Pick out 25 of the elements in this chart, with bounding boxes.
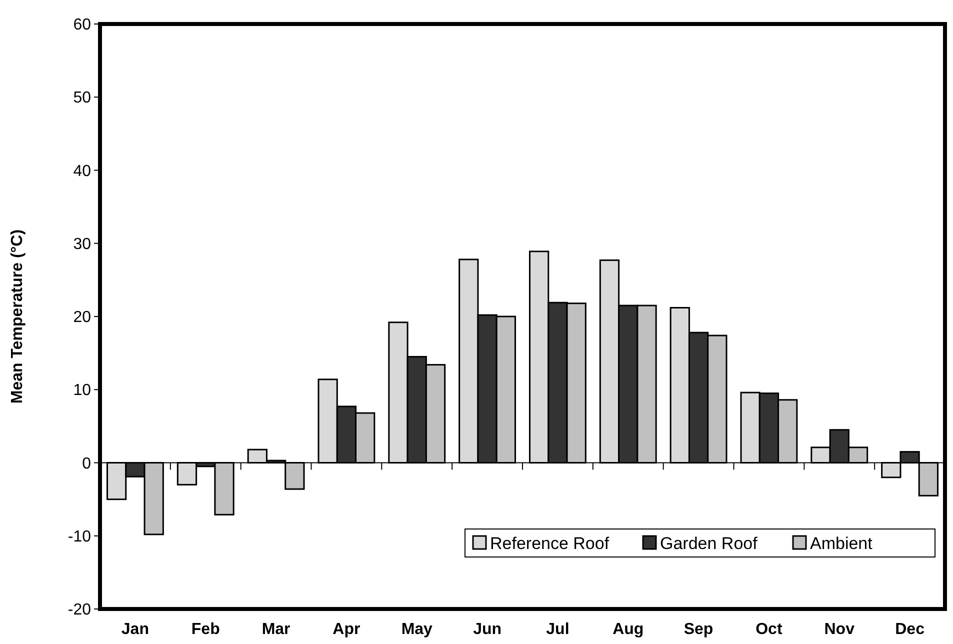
x-tick-label: Mar (262, 621, 290, 638)
y-axis-title: Mean Temperature (°C) (9, 229, 26, 404)
x-tick-label: Aug (612, 621, 644, 638)
x-tick-label: Jul (546, 621, 570, 638)
y-tick-label: 10 (73, 382, 92, 400)
y-tick-label: 0 (82, 455, 92, 472)
y-tick-label: 20 (73, 309, 92, 326)
x-tick-label: Dec (895, 621, 925, 638)
x-tick-label: Nov (824, 621, 855, 638)
y-tick-label: 40 (73, 162, 92, 180)
legend-label: Reference Roof (490, 534, 610, 553)
x-tick-label: Apr (332, 621, 360, 638)
legend-label: Ambient (810, 534, 873, 553)
x-tick-label: Jun (473, 621, 502, 638)
x-tick-label: Feb (191, 621, 220, 638)
y-tick-label: 30 (73, 236, 92, 253)
y-tick-label: 60 (73, 16, 92, 34)
legend-label: Garden Roof (660, 534, 758, 553)
y-tick-label: -10 (68, 528, 92, 546)
y-tick-label: -20 (68, 602, 92, 619)
y-tick-label: 50 (73, 90, 92, 107)
x-tick-label: Jan (121, 621, 149, 638)
x-tick-label: Oct (756, 621, 783, 638)
x-tick-label: Sep (684, 621, 714, 638)
x-tick-label: May (401, 621, 433, 638)
